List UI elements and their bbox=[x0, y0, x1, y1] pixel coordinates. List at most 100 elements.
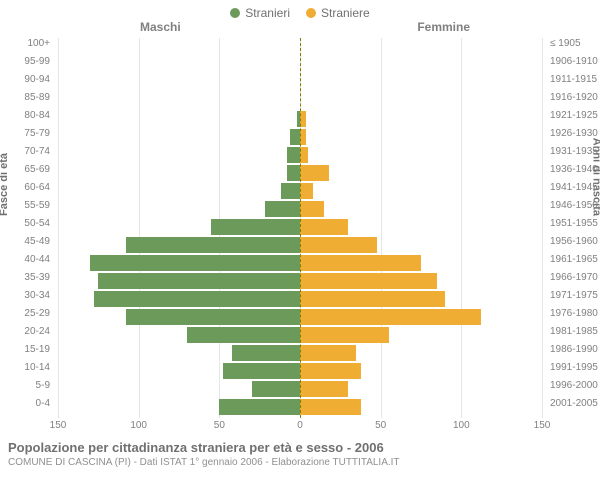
age-label: 45-49 bbox=[12, 236, 54, 247]
male-bar bbox=[126, 309, 300, 325]
male-half bbox=[58, 200, 300, 218]
female-bar bbox=[300, 255, 421, 271]
age-label: 95-99 bbox=[12, 56, 54, 67]
birth-label: 2001-2005 bbox=[546, 398, 600, 409]
male-half bbox=[58, 254, 300, 272]
male-bar bbox=[187, 327, 300, 343]
male-bar bbox=[98, 273, 300, 289]
female-bar bbox=[300, 219, 348, 235]
female-bar bbox=[300, 273, 437, 289]
legend: Stranieri Straniere bbox=[0, 0, 600, 20]
age-label: 85-89 bbox=[12, 92, 54, 103]
male-bar bbox=[90, 255, 300, 271]
male-half bbox=[58, 380, 300, 398]
female-bar bbox=[300, 345, 356, 361]
female-half bbox=[300, 110, 542, 128]
birth-label: 1926-1930 bbox=[546, 128, 600, 139]
female-half bbox=[300, 380, 542, 398]
birth-label: 1931-1935 bbox=[546, 146, 600, 157]
female-bar bbox=[300, 399, 361, 415]
age-label: 25-29 bbox=[12, 308, 54, 319]
male-half bbox=[58, 182, 300, 200]
birth-label: 1906-1910 bbox=[546, 56, 600, 67]
female-half bbox=[300, 218, 542, 236]
female-bar bbox=[300, 327, 389, 343]
female-half bbox=[300, 236, 542, 254]
birth-label: 1971-1975 bbox=[546, 290, 600, 301]
female-bar bbox=[300, 201, 324, 217]
birth-label: 1921-1925 bbox=[546, 110, 600, 121]
female-bar bbox=[300, 165, 329, 181]
x-tick: 50 bbox=[375, 420, 386, 431]
x-tick: 50 bbox=[214, 420, 225, 431]
legend-dot-female bbox=[306, 8, 316, 18]
male-half bbox=[58, 290, 300, 308]
age-label: 90-94 bbox=[12, 74, 54, 85]
x-tick: 150 bbox=[534, 420, 551, 431]
female-half bbox=[300, 362, 542, 380]
male-half bbox=[58, 362, 300, 380]
birth-label: 1936-1940 bbox=[546, 164, 600, 175]
birth-label: 1996-2000 bbox=[546, 380, 600, 391]
male-bar bbox=[265, 201, 300, 217]
y-axis-title-left: Fasce di età bbox=[0, 153, 10, 216]
female-bar bbox=[300, 237, 377, 253]
male-bar bbox=[232, 345, 300, 361]
male-half bbox=[58, 74, 300, 92]
birth-label: 1986-1990 bbox=[546, 344, 600, 355]
male-bar bbox=[252, 381, 300, 397]
female-half bbox=[300, 146, 542, 164]
male-half bbox=[58, 326, 300, 344]
population-pyramid-chart: Stranieri Straniere Maschi Femmine Fasce… bbox=[0, 0, 600, 500]
female-half bbox=[300, 326, 542, 344]
male-half bbox=[58, 38, 300, 56]
female-half bbox=[300, 254, 542, 272]
male-bar bbox=[126, 237, 300, 253]
female-bar bbox=[300, 147, 308, 163]
male-bar bbox=[290, 129, 300, 145]
age-label: 80-84 bbox=[12, 110, 54, 121]
male-half bbox=[58, 308, 300, 326]
female-half bbox=[300, 38, 542, 56]
birth-label: 1976-1980 bbox=[546, 308, 600, 319]
male-half bbox=[58, 344, 300, 362]
male-half bbox=[58, 110, 300, 128]
female-bar bbox=[300, 291, 445, 307]
x-tick: 100 bbox=[130, 420, 147, 431]
male-bar bbox=[94, 291, 301, 307]
age-label: 75-79 bbox=[12, 128, 54, 139]
age-label: 0-4 bbox=[12, 398, 54, 409]
x-tick: 0 bbox=[297, 420, 303, 431]
female-bar bbox=[300, 381, 348, 397]
female-half bbox=[300, 200, 542, 218]
male-half bbox=[58, 128, 300, 146]
female-half bbox=[300, 344, 542, 362]
birth-label: 1966-1970 bbox=[546, 272, 600, 283]
female-half bbox=[300, 398, 542, 416]
female-half bbox=[300, 92, 542, 110]
x-tick: 150 bbox=[50, 420, 67, 431]
female-half bbox=[300, 290, 542, 308]
age-label: 40-44 bbox=[12, 254, 54, 265]
male-half bbox=[58, 218, 300, 236]
age-label: 60-64 bbox=[12, 182, 54, 193]
male-bar bbox=[287, 147, 300, 163]
center-line bbox=[300, 38, 301, 418]
section-titles: Maschi Femmine bbox=[0, 20, 600, 38]
age-label: 30-34 bbox=[12, 290, 54, 301]
age-label: 35-39 bbox=[12, 272, 54, 283]
female-half bbox=[300, 308, 542, 326]
male-half bbox=[58, 272, 300, 290]
female-bar bbox=[300, 309, 481, 325]
female-half bbox=[300, 164, 542, 182]
age-label: 10-14 bbox=[12, 362, 54, 373]
age-label: 70-74 bbox=[12, 146, 54, 157]
male-bar bbox=[219, 399, 300, 415]
legend-dot-male bbox=[230, 8, 240, 18]
plot-area: 100+≤ 190595-991906-191090-941911-191585… bbox=[58, 38, 542, 418]
male-half bbox=[58, 164, 300, 182]
female-half bbox=[300, 56, 542, 74]
section-title-left: Maschi bbox=[140, 20, 181, 34]
birth-label: 1911-1915 bbox=[546, 74, 600, 85]
male-half bbox=[58, 56, 300, 74]
